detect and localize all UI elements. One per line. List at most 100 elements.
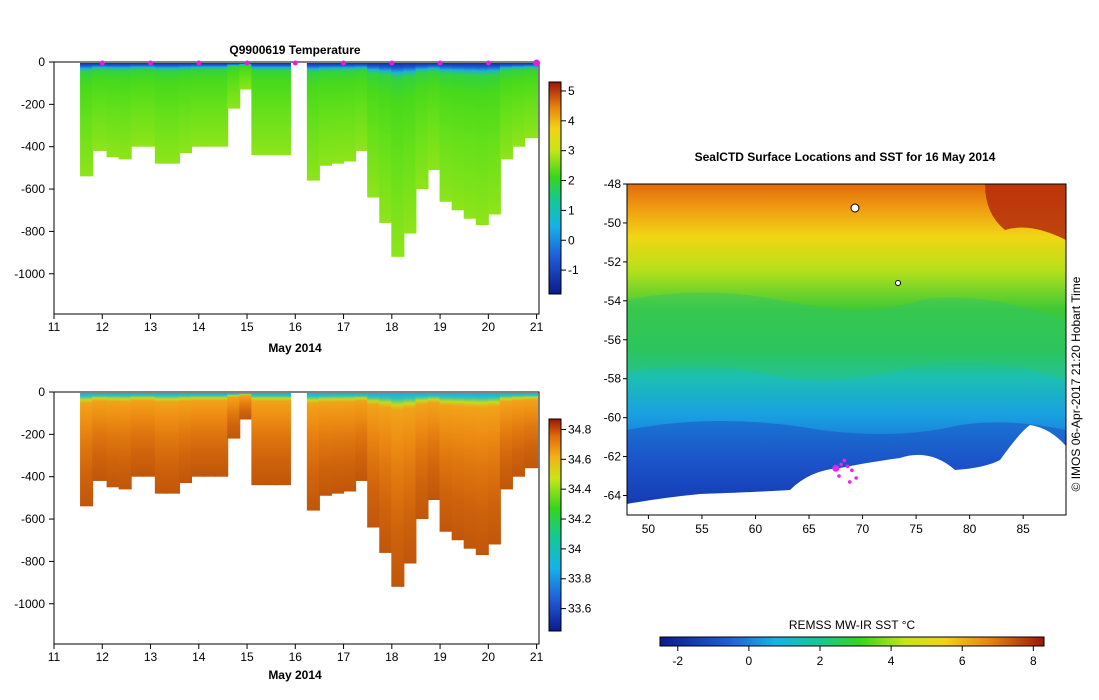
temperature-x-tick-label: 18 [385,320,399,334]
temperature-x-ticks: 11 12 13 14 15 16 17 18 19 20 21 [48,314,544,334]
temperature-profile-column [306,63,320,181]
latitude-tick-label: -50 [604,216,622,230]
surface-marker [533,59,541,67]
temperature-profile-column [239,63,253,90]
temperature-profile-column [118,63,132,160]
salinity-y-tick-label: 0 [38,385,45,399]
salinity-profile-column [439,393,453,532]
latitude-tick-label: -58 [604,372,622,386]
salinity-profile-column [427,393,441,500]
temperature-profile-column [439,63,453,202]
salinity-profiles [80,393,539,587]
temperature-y-tick-label: -400 [21,140,45,154]
latitude-tick-label: -62 [604,450,622,464]
salinity-profile-column [475,393,489,556]
temperature-colorbar [548,81,562,295]
longitude-tick-label: 75 [909,522,923,536]
salinity-profile-column [391,393,405,587]
salinity-profile-column [524,393,539,469]
surface-marker [196,60,202,66]
temperature-title: Q9900619 Temperature [229,43,361,57]
salinity-profile-column [330,393,345,494]
temperature-x-tick-label: 17 [337,320,351,334]
temperature-profile-column [275,63,291,156]
temperature-profile-column [106,63,120,158]
temperature-profile-column [427,63,441,170]
latitude-tick-label: -60 [604,411,622,425]
temperature-profile-column [367,63,381,198]
temperature-x-tick-label: 16 [289,320,303,334]
temperature-profiles [80,63,539,257]
salinity-profile-column [487,393,501,545]
temperature-xlabel: May 2014 [268,341,322,355]
sst-band-green [627,292,1066,381]
temperature-panel: Q9900619 Temperature 11 12 13 14 15 16 17 18 19 2… [14,43,579,355]
temperature-colorbar-tick-label: 5 [568,84,575,98]
salinity-profile-column [106,393,120,488]
map-latitude-ticks: -48 -50 -52 -54 -56 -58 -60 -62 -64 [604,177,627,503]
antarctica-land [627,425,1066,515]
temperature-profile-column [391,63,405,257]
salinity-profile-column [451,393,465,541]
salinity-profile-column [191,393,205,477]
temperature-x-tick-label: 13 [144,320,158,334]
map-title: SealCTD Surface Locations and SST for 16… [695,150,996,164]
temperature-profile-column [142,63,156,147]
salinity-profile-column [130,393,144,477]
temperature-x-tick-label: 21 [530,320,544,334]
seal-ctd-locations [832,458,858,484]
salinity-profile-column [203,393,217,477]
salinity-colorbar-tick-label: 34.4 [568,482,592,496]
temperature-profile-column [463,63,477,219]
salinity-y-tick-label: -200 [21,427,45,441]
salinity-xlabel: May 2014 [268,668,322,682]
salinity-y-tick-label: -600 [21,512,45,526]
temperature-profile-column [403,63,417,234]
salinity-profile-column [499,393,513,490]
salinity-profile-column [251,393,265,486]
temperature-colorbar-tick-label: -1 [568,263,579,277]
salinity-profile-column [355,393,369,481]
temperature-profile-column [499,63,513,160]
salinity-x-tick-label: 21 [530,650,544,664]
salinity-x-tick-label: 11 [48,650,61,664]
sst-field [627,184,1066,515]
surface-marker [244,60,250,66]
temperature-x-tick-label: 15 [240,320,254,334]
temperature-colorbar-tick-label: 3 [568,144,575,158]
sst-colorbar-label: REMSS MW-IR SST °C [789,618,916,632]
surface-marker [148,60,154,66]
sst-map-panel: SealCTD Surface Locations and SST for 16… [604,150,1083,668]
temperature-profile-column [130,63,144,147]
temperature-surface-markers [99,59,541,67]
salinity-profile-column [215,393,229,477]
latitude-tick-label: -48 [604,177,622,191]
latitude-tick-label: -64 [604,489,622,503]
temperature-profile-column [203,63,217,147]
salinity-panel: 11 12 13 14 15 16 17 18 19 20 21 0 -200 -400 -600 -800… [14,385,591,682]
temperature-x-tick-label: 20 [482,320,496,334]
temperature-x-tick-label: 14 [192,320,206,334]
sst-warm-patch [985,184,1066,240]
salinity-profile-column [379,393,393,553]
temperature-profile-column [379,63,393,223]
temperature-x-tick-label: 12 [96,320,110,334]
temperature-profile-column [191,63,205,147]
temperature-profile-column [251,63,265,156]
sst-colorbar-tick-label: 6 [959,654,966,668]
temperature-y-ticks: 0 -200 -400 -600 -800 -1000 [14,55,54,281]
salinity-colorbar [548,418,562,632]
salinity-profile-column [275,393,291,486]
heard-island [895,280,901,286]
island-markers [850,203,901,286]
temperature-y-tick-label: -800 [21,224,45,238]
salinity-profile-column [178,393,193,484]
longitude-tick-label: 50 [642,522,656,536]
temperature-y-tick-label: -600 [21,182,45,196]
sst-colorbar-tick-label: 8 [1030,654,1037,668]
temperature-profile-column [415,63,429,190]
temperature-colorbar-tick-label: 0 [568,233,575,247]
kerguelen-island [850,203,860,213]
temperature-profile-column [451,63,465,211]
